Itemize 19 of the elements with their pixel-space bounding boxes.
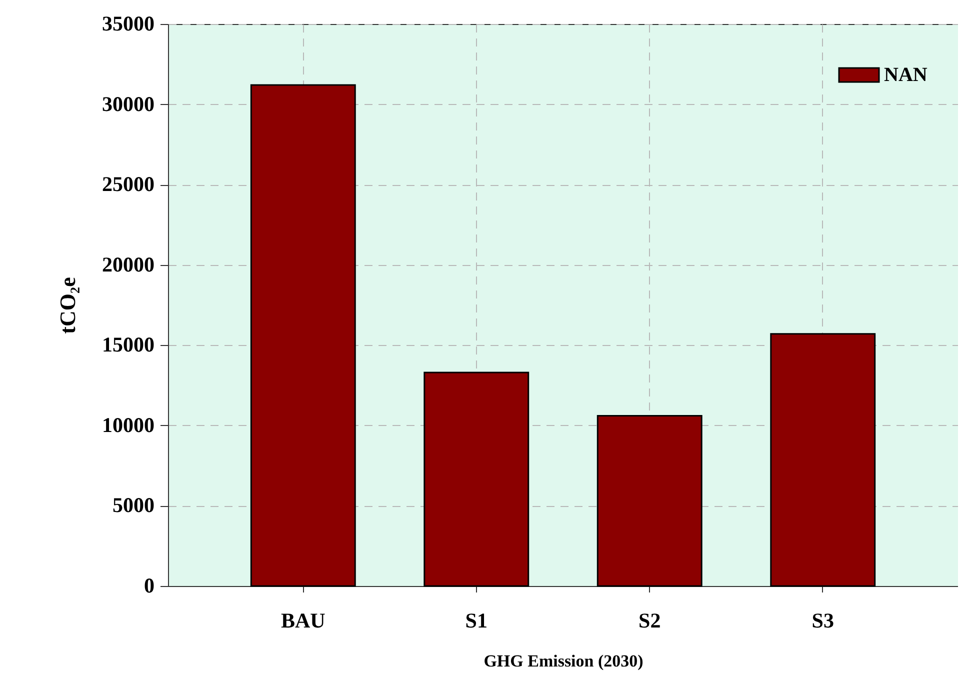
x-tick-label: BAU: [280, 608, 326, 632]
y-tick-label: 15000: [102, 332, 154, 357]
x-tick-label: S2: [638, 608, 661, 632]
y-tick-label: 35000: [102, 12, 154, 36]
bar: [596, 415, 702, 587]
x-tick-label: S3: [812, 608, 834, 632]
y-tick-label: 20000: [102, 252, 154, 276]
y-axis-title: tCO₂e: [55, 276, 80, 334]
y-tick-label: 25000: [102, 172, 154, 196]
legend-label: NAN: [884, 64, 928, 86]
x-axis-title: GHG Emission (2030): [484, 652, 644, 670]
x-tick-label: S1: [465, 608, 488, 632]
bar: [424, 372, 530, 587]
y-tick-label: 5000: [112, 493, 154, 518]
y-tick-label: 0: [144, 574, 154, 598]
bar: [770, 333, 876, 587]
y-tick-label: 10000: [102, 412, 154, 437]
bar: [250, 84, 356, 587]
y-tick-label: 30000: [102, 92, 154, 116]
